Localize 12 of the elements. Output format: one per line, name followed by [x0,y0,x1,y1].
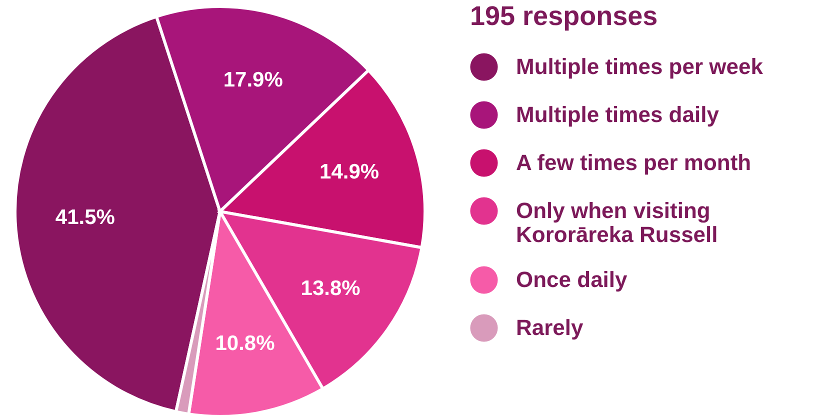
legend-label: Multiple times per week [516,54,764,79]
data-label: 14.9% [320,160,380,184]
data-label: 17.9% [223,68,284,92]
legend-label: Once daily [516,267,628,292]
legend-label: Multiple times daily [516,102,720,127]
legend-title: 195 responses [470,1,658,31]
legend-label: Rarely [516,315,584,340]
data-label: 41.5% [55,206,116,230]
legend-label: A few times per month [516,150,752,175]
legend-label: Only when visiting Kororāreka Russell [516,198,718,247]
data-label: 10.8% [215,332,276,356]
data-label: 13.8% [300,276,361,300]
